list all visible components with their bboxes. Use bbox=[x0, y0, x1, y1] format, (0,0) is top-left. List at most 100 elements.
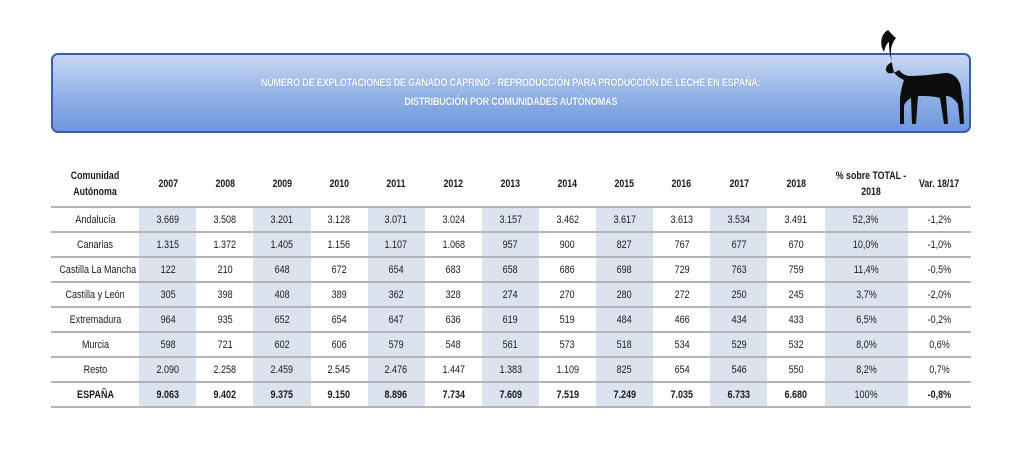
cell-text: Extremadura bbox=[69, 313, 121, 326]
table-row: Andalucía 3.669 3.508 3.201 3.128 3.071 3.024 3… bbox=[51, 206, 971, 232]
cell-text: 245 bbox=[788, 288, 804, 301]
value-cell: 602 bbox=[253, 331, 311, 357]
cell-text: ESPAÑA bbox=[76, 388, 114, 401]
value-cell: 250 bbox=[710, 281, 768, 307]
cell-text: -1,0% bbox=[927, 238, 952, 251]
cell-text: 654 bbox=[331, 313, 347, 326]
value-cell: 328 bbox=[424, 281, 482, 307]
cell-text: 3.491 bbox=[784, 213, 808, 226]
value-cell: 3.128 bbox=[310, 206, 368, 232]
title-line-1: NÚMERO DE EXPLOTACIONES DE GANADO CAPRIN… bbox=[261, 77, 761, 89]
column-header: 2011 bbox=[368, 162, 425, 207]
value-cell: 686 bbox=[538, 256, 597, 282]
value-cell: 654 bbox=[310, 306, 368, 332]
value-cell: 648 bbox=[253, 256, 311, 282]
value-cell: 3.157 bbox=[481, 206, 539, 232]
cell-text: 274 bbox=[502, 288, 518, 301]
table-row: Castilla La Mancha 122 210 648 672 654 683 658 6… bbox=[51, 256, 971, 282]
cell-text: -0,2% bbox=[927, 313, 952, 326]
goat-silhouette-icon bbox=[881, 30, 964, 124]
value-cell: 1.156 bbox=[310, 231, 368, 257]
value-cell: -0,8% bbox=[907, 381, 971, 408]
cell-text: Canarias bbox=[77, 238, 114, 251]
value-cell: -1,0% bbox=[907, 231, 971, 257]
cell-text: 957 bbox=[502, 238, 518, 251]
cell-text: 767 bbox=[674, 238, 690, 251]
cell-text: 534 bbox=[674, 338, 690, 351]
cell-text: 3.534 bbox=[727, 213, 751, 226]
cell-text: Murcia bbox=[81, 338, 109, 351]
cell-text: 9.150 bbox=[327, 388, 351, 401]
cell-text: 328 bbox=[445, 288, 461, 301]
value-cell: -0,5% bbox=[907, 256, 971, 282]
cell-text: 52,3% bbox=[853, 213, 879, 226]
column-header: 2013 bbox=[482, 162, 539, 207]
value-cell: 245 bbox=[767, 281, 825, 307]
value-cell: 957 bbox=[481, 231, 539, 257]
value-cell: 10,0% bbox=[824, 231, 908, 257]
value-cell: 654 bbox=[653, 356, 711, 382]
cell-text: 532 bbox=[788, 338, 804, 351]
cell-text: 677 bbox=[731, 238, 747, 251]
cell-text: 964 bbox=[160, 313, 176, 326]
region-cell: Canarias bbox=[51, 231, 140, 257]
cell-text: Resto bbox=[83, 363, 107, 376]
cell-text: 654 bbox=[674, 363, 690, 376]
cell-text: 6.680 bbox=[784, 388, 808, 401]
column-header-label: 2016 bbox=[671, 178, 692, 190]
cell-text: 3.201 bbox=[270, 213, 294, 226]
cell-text: 305 bbox=[160, 288, 176, 301]
value-cell: 529 bbox=[710, 331, 768, 357]
cell-text: 210 bbox=[217, 263, 233, 276]
cell-text: Castilla y León bbox=[65, 288, 125, 301]
value-cell: 7.249 bbox=[596, 381, 654, 408]
value-cell: 534 bbox=[653, 331, 711, 357]
cell-text: 7.035 bbox=[670, 388, 694, 401]
cell-text: 6.733 bbox=[727, 388, 751, 401]
value-cell: 579 bbox=[367, 331, 425, 357]
cell-text: 1.372 bbox=[213, 238, 237, 251]
value-cell: 362 bbox=[367, 281, 425, 307]
cell-text: -2,0% bbox=[927, 288, 952, 301]
cell-text: 1.405 bbox=[270, 238, 294, 251]
value-cell: -0,2% bbox=[907, 306, 971, 332]
value-cell: 0,7% bbox=[907, 356, 971, 382]
value-cell: 100% bbox=[824, 381, 908, 408]
value-cell: 3.617 bbox=[596, 206, 654, 232]
value-cell: 2.545 bbox=[310, 356, 368, 382]
cell-text: 548 bbox=[445, 338, 461, 351]
value-cell: 827 bbox=[596, 231, 654, 257]
cell-text: 272 bbox=[674, 288, 690, 301]
cell-text: 7.609 bbox=[499, 388, 522, 401]
column-header-label: 2010 bbox=[329, 178, 349, 190]
column-header-label: Var. 18/17 bbox=[919, 178, 960, 190]
region-cell: Resto bbox=[51, 356, 140, 382]
cell-text: 579 bbox=[388, 338, 404, 351]
cell-text: 2.476 bbox=[384, 363, 408, 376]
column-header: 2018 bbox=[767, 162, 824, 207]
cell-text: 11,4% bbox=[853, 263, 879, 276]
column-header-label: 2011 bbox=[386, 178, 406, 190]
value-cell: 698 bbox=[596, 256, 654, 282]
cell-text: 280 bbox=[617, 288, 633, 301]
value-cell: 389 bbox=[310, 281, 368, 307]
cell-text: 1.156 bbox=[327, 238, 351, 251]
table-row: Murcia 598 721 602 606 579 548 561 573 518 534 529 5… bbox=[51, 331, 971, 357]
column-header: 2010 bbox=[311, 162, 368, 207]
column-header: 2015 bbox=[596, 162, 653, 207]
column-header-label: Comunidad Autónoma bbox=[70, 170, 120, 198]
cell-text: 3.613 bbox=[670, 213, 694, 226]
value-cell: 1.372 bbox=[196, 231, 254, 257]
value-cell: 518 bbox=[596, 331, 654, 357]
cell-text: 3.462 bbox=[556, 213, 579, 226]
value-cell: 9.150 bbox=[310, 381, 368, 408]
value-cell: 7.519 bbox=[538, 381, 597, 408]
cell-text: 434 bbox=[731, 313, 747, 326]
value-cell: 398 bbox=[196, 281, 254, 307]
value-cell: 619 bbox=[481, 306, 539, 332]
column-header-label: % sobre TOTAL - 2018 bbox=[835, 170, 906, 198]
value-cell: 1.447 bbox=[424, 356, 482, 382]
value-cell: 598 bbox=[139, 331, 197, 357]
value-cell: 561 bbox=[481, 331, 539, 357]
value-cell: 3.613 bbox=[653, 206, 711, 232]
